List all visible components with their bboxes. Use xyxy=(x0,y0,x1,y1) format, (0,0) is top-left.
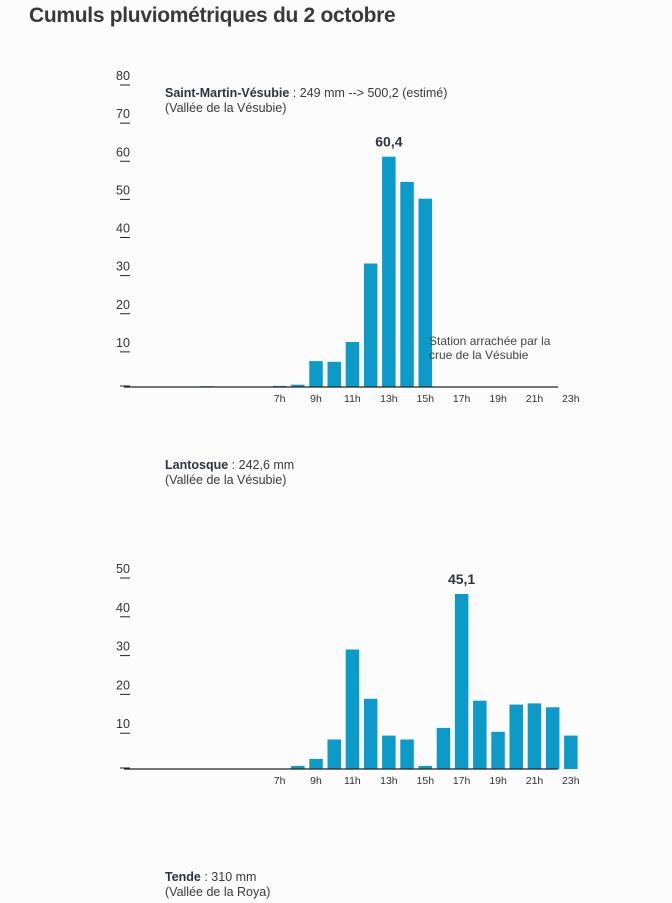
bar-21h xyxy=(527,703,542,769)
station-valley: (Vallée de la Roya) xyxy=(165,885,271,899)
bar-14h xyxy=(400,181,414,387)
bar-23h xyxy=(564,735,578,769)
bar-17h xyxy=(454,594,469,769)
station-caption-lantosque: Lantosque : 242,6 mm (Vallée de la Vésub… xyxy=(165,458,294,488)
x-tick-label: 21h xyxy=(526,775,544,787)
bar-14h xyxy=(400,739,414,769)
x-tick-label: 17h xyxy=(453,393,471,405)
x-tick-label: 11h xyxy=(344,393,361,405)
x-tick-label: 11h xyxy=(344,775,361,787)
y-tick-label: 50 xyxy=(116,562,130,576)
x-tick-label: 17h xyxy=(453,775,471,787)
x-tick-label: 15h xyxy=(417,393,435,405)
y-tick-label: 20 xyxy=(116,678,130,692)
station-valley: (Vallée de la Vésubie) xyxy=(165,473,287,487)
x-tick-label: 7h xyxy=(274,393,286,405)
x-tick-label: 23h xyxy=(562,393,580,405)
page-title: Cumuls pluviométriques du 2 octobre xyxy=(29,4,396,27)
bar-12h xyxy=(363,263,378,387)
bar-11h xyxy=(345,649,360,769)
bar-9h xyxy=(309,361,323,387)
bar-18h xyxy=(473,700,487,769)
x-tick-label: 13h xyxy=(380,393,398,405)
station-caption-tende: Tende : 310 mm (Vallée de la Roya) xyxy=(165,870,270,900)
bar-22h xyxy=(545,707,560,769)
station-name: Lantosque xyxy=(165,458,229,472)
y-tick-label: 30 xyxy=(116,640,130,654)
chart-saint-martin-vesubie: 10 20 30 40 50 60 70 80 7h 9h 11h 13h 15h 17h 19h 21h 23… xyxy=(116,69,580,405)
station-name: Saint-Martin-Vésubie xyxy=(165,86,290,100)
bar-15h xyxy=(418,198,432,387)
station-valley: (Vallée de la Vésubie) xyxy=(165,101,287,115)
chart-annotation: crue de la Vésubie xyxy=(429,348,529,362)
station-total: : 242,6 mm xyxy=(228,458,295,472)
x-tick-label: 21h xyxy=(526,393,544,405)
chart-annotation: Station arrachée par la xyxy=(429,334,551,348)
y-tick-label: 40 xyxy=(116,601,130,615)
bar-16h xyxy=(436,727,451,769)
y-tick-label: 50 xyxy=(116,183,130,197)
x-tick-label: 9h xyxy=(310,775,322,787)
x-tick-label: 15h xyxy=(417,775,435,787)
data-label: 60,4 xyxy=(375,134,402,150)
bar-13h xyxy=(382,735,396,769)
y-tick-label: 60 xyxy=(116,145,130,159)
bar-15h xyxy=(418,765,432,769)
station-total: : 249 mm --> 500,2 (estimé) xyxy=(289,86,448,100)
station-total: : 310 mm xyxy=(200,870,257,884)
bar-19h xyxy=(491,731,505,769)
y-tick-label: 80 xyxy=(116,69,130,83)
bar-9h xyxy=(309,758,323,769)
y-tick-label: 40 xyxy=(116,222,130,236)
x-tick-label: 9h xyxy=(310,393,322,405)
chart-lantosque: 10 20 30 40 50 7h 9h 11h 13h 15h 17h 19h 21h 23h 45,1 xyxy=(116,562,580,787)
x-tick-label: 13h xyxy=(380,775,398,787)
x-tick-label: 19h xyxy=(489,775,507,787)
x-tick-label: 23h xyxy=(562,775,580,787)
bar-8h xyxy=(291,384,305,387)
data-label: 45,1 xyxy=(448,571,475,587)
bar-11h xyxy=(345,342,360,387)
bar-10h xyxy=(327,739,341,769)
bar-10h xyxy=(327,361,341,387)
y-tick-label: 30 xyxy=(116,260,130,274)
x-tick-label: 19h xyxy=(489,393,507,405)
station-name: Tende xyxy=(165,870,201,884)
bar-12h xyxy=(363,698,378,769)
y-tick-label: 10 xyxy=(116,717,130,731)
x-tick-label: 7h xyxy=(274,775,286,787)
station-caption-saint-martin: Saint-Martin-Vésubie : 249 mm --> 500,2 … xyxy=(165,86,447,116)
bar-20h xyxy=(509,704,523,769)
y-tick-label: 70 xyxy=(116,107,130,121)
bar-8h xyxy=(291,765,305,769)
y-tick-label: 20 xyxy=(116,298,130,312)
bar-13h xyxy=(382,156,396,387)
y-tick-label: 10 xyxy=(116,336,130,350)
